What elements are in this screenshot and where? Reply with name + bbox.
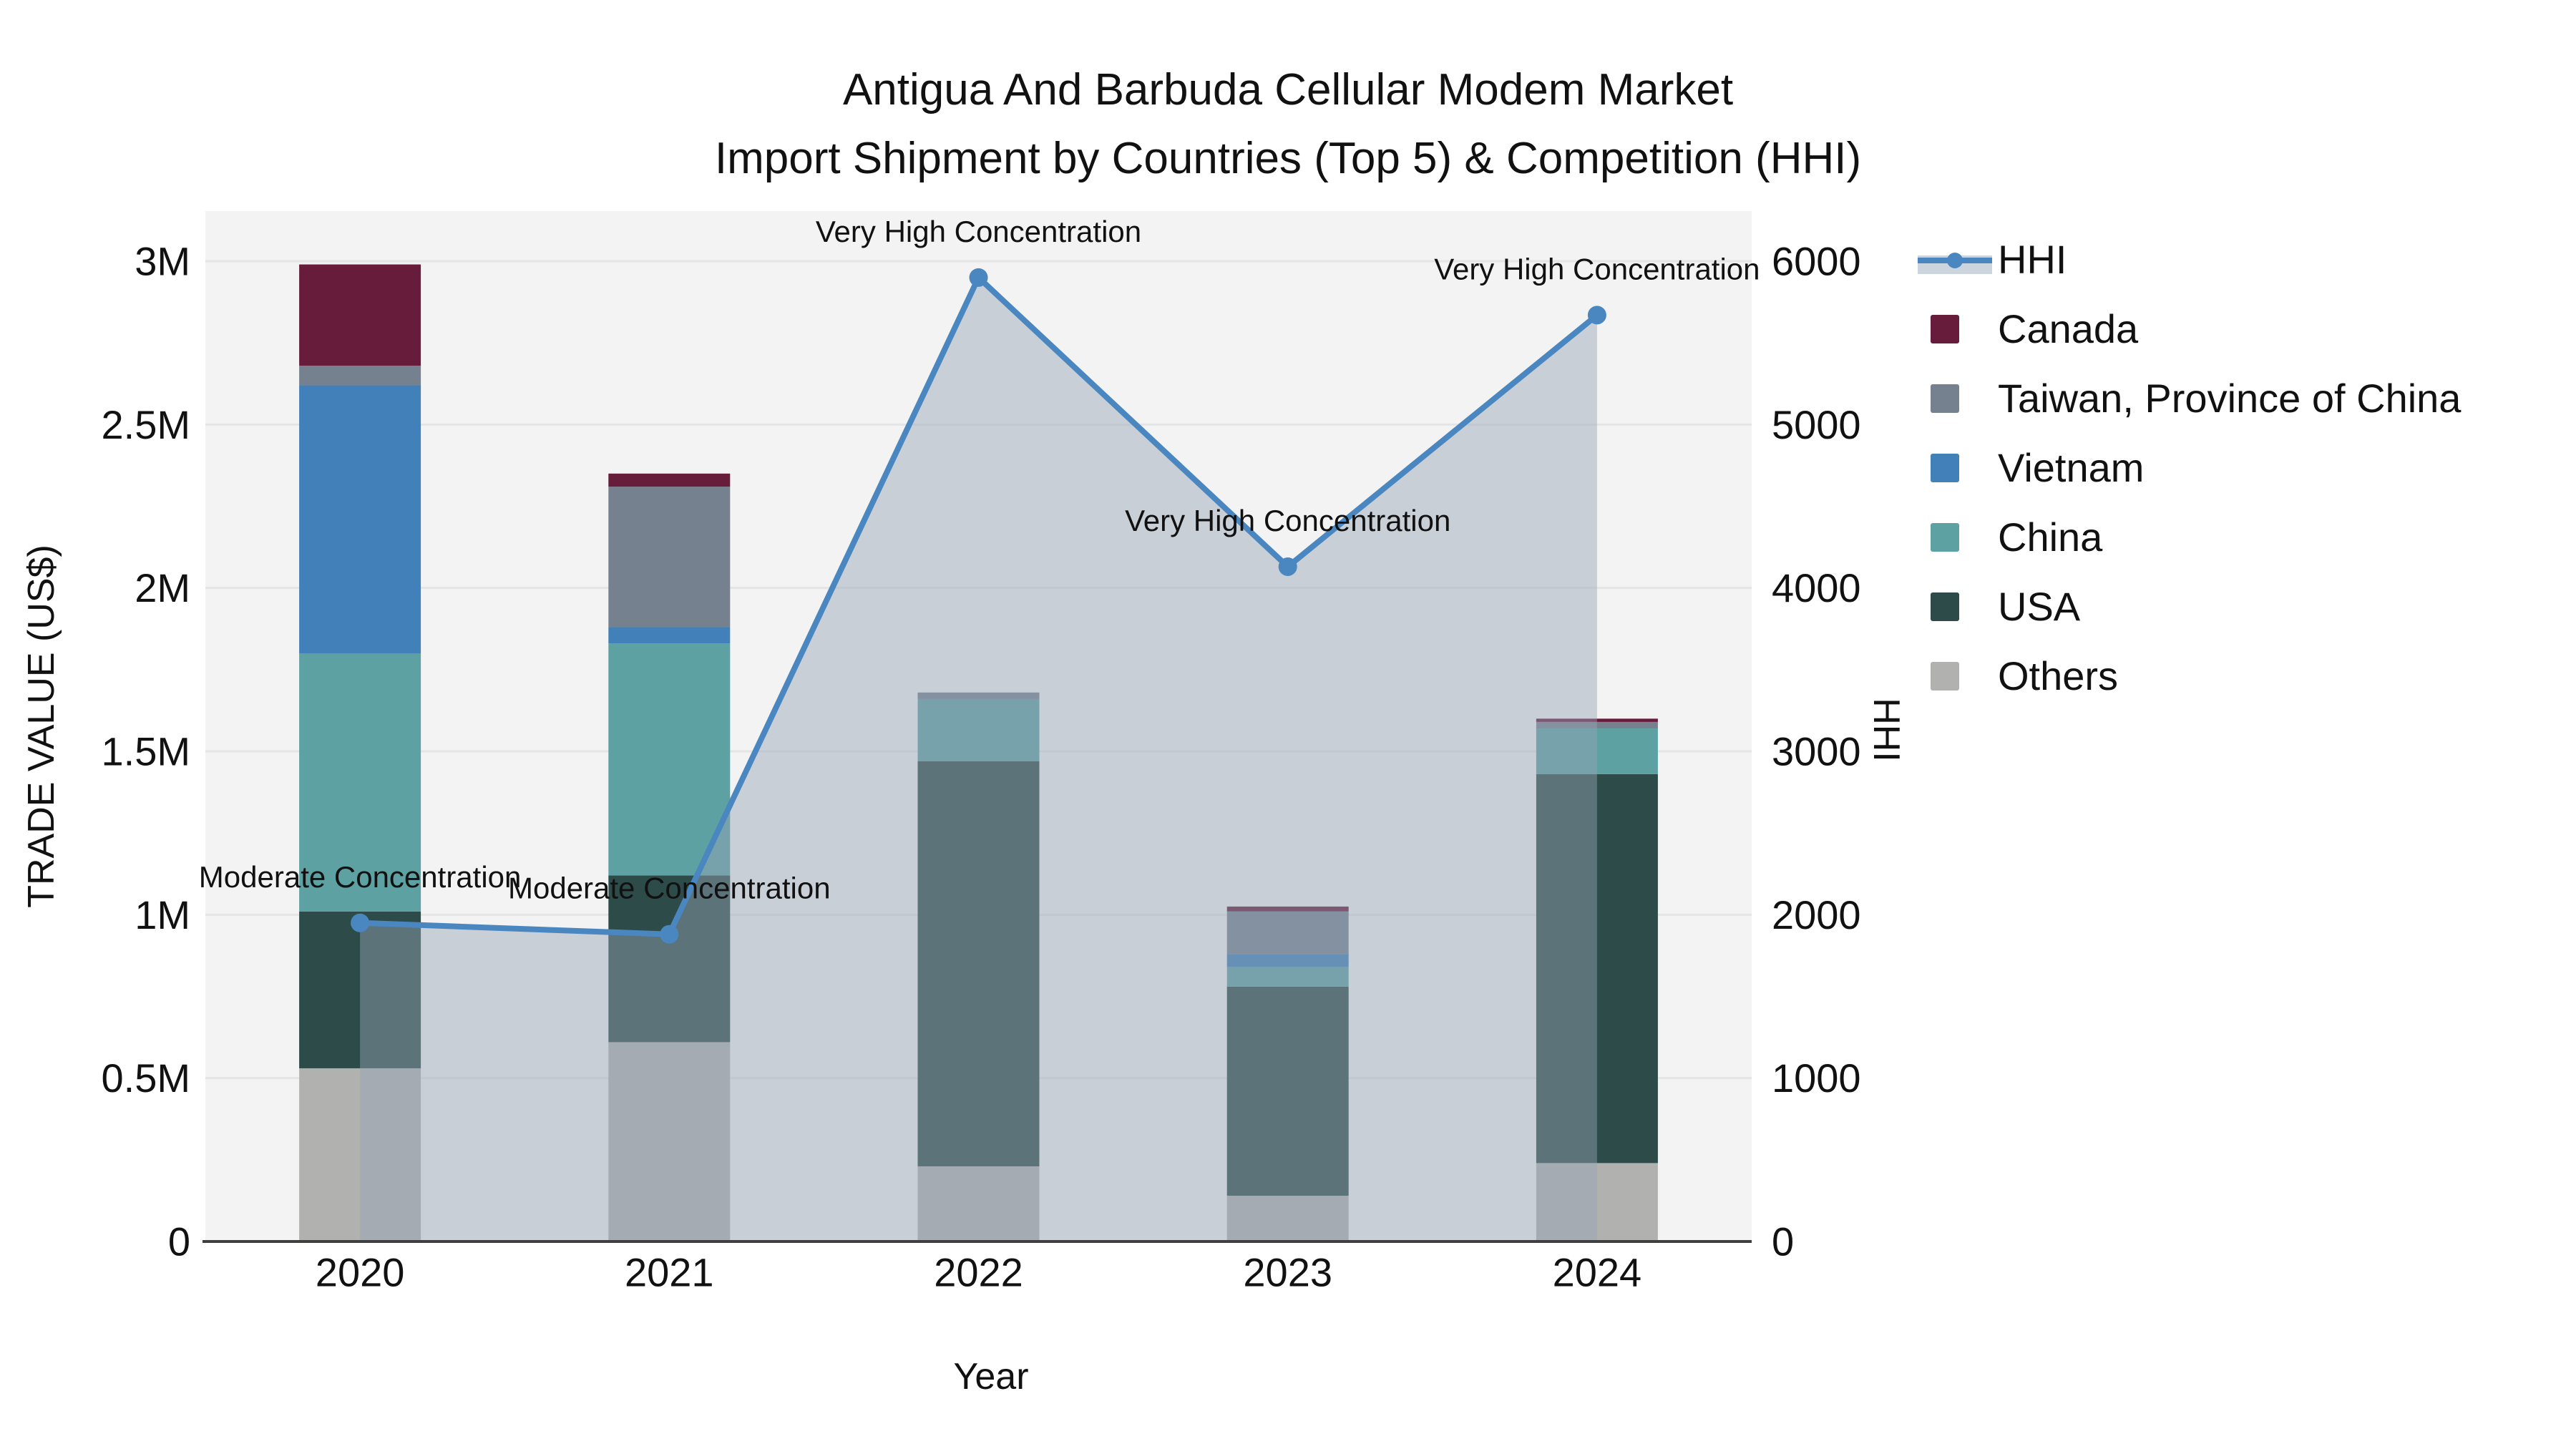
legend: HHI Canada Taiwan, Province of China Vie… — [1918, 225, 2461, 711]
legend-label: Vietnam — [1998, 445, 2145, 490]
bar-segment-2022-others[interactable] — [917, 1166, 1040, 1241]
bar-segment-2020-others[interactable] — [299, 1068, 421, 1241]
legend-swatch — [1931, 661, 1959, 691]
bar-segment-2024-taiwan-province-of-china[interactable] — [1536, 721, 1658, 729]
hhi-marker-2022[interactable] — [969, 268, 988, 287]
y-left-tick-label: 1M — [135, 892, 190, 937]
chart-title-line1: Antigua And Barbuda Cellular Modem Marke… — [842, 65, 1734, 114]
legend-item-usa[interactable]: USA — [1918, 572, 2461, 641]
y-right-tick-label: 1000 — [1772, 1055, 1861, 1101]
bar-segment-2023-taiwan-province-of-china[interactable] — [1226, 911, 1349, 955]
annotation-2024: Very High Concentration — [1434, 252, 1760, 286]
y-right-tick-label: 4000 — [1772, 565, 1861, 610]
bar-segment-2024-usa[interactable] — [1536, 774, 1658, 1163]
swatch-icon — [1918, 516, 1992, 559]
swatch-icon — [1918, 585, 1992, 628]
annotation-2023: Very High Concentration — [1125, 504, 1450, 537]
legend-swatch — [1931, 384, 1959, 413]
y-axis-title-left: TRADE VALUE (US$) — [21, 545, 62, 908]
x-tick-label-2023: 2023 — [1243, 1250, 1332, 1295]
legend-label: HHI — [1998, 237, 2067, 282]
hhi-marker-2020[interactable] — [351, 913, 370, 932]
y-right-tick-label: 3000 — [1772, 729, 1861, 774]
hhi-marker-2023[interactable] — [1278, 557, 1297, 576]
y-left-tick-label: 1.5M — [102, 729, 191, 774]
bar-segment-2020-usa[interactable] — [299, 911, 421, 1068]
y-left-tick-label: 0.5M — [102, 1055, 191, 1101]
bar-segment-2024-china[interactable] — [1536, 728, 1658, 774]
bar-segment-2023-others[interactable] — [1226, 1196, 1349, 1241]
bar-segment-2024-others[interactable] — [1536, 1163, 1658, 1241]
swatch-icon — [1918, 447, 1992, 489]
y-right-tick-label: 0 — [1772, 1219, 1794, 1264]
bar-segment-2022-taiwan-province-of-china[interactable] — [917, 692, 1040, 699]
bar-segment-2024-canada[interactable] — [1536, 718, 1658, 722]
swatch-icon — [1918, 377, 1992, 420]
legend-item-canada[interactable]: Canada — [1918, 294, 2461, 364]
swatch-icon — [1918, 308, 1992, 351]
swatch-icon — [1918, 655, 1992, 698]
legend-item-china[interactable]: China — [1918, 502, 2461, 572]
y-left-tick-label: 3M — [135, 239, 190, 284]
hhi-marker-2021[interactable] — [660, 924, 679, 944]
legend-label: Canada — [1998, 306, 2139, 351]
hhi-area-fill — [360, 277, 1597, 1241]
y-left-tick-label: 2M — [135, 565, 190, 610]
bar-segment-2021-china[interactable] — [608, 643, 731, 876]
bar-segment-2023-vietnam[interactable] — [1226, 954, 1349, 967]
bar-segment-2020-vietnam[interactable] — [299, 385, 421, 653]
legend-label: China — [1998, 514, 2103, 560]
legend-swatch — [1931, 453, 1959, 482]
bar-segment-2020-taiwan-province-of-china[interactable] — [299, 366, 421, 386]
x-tick-label-2024: 2024 — [1553, 1250, 1642, 1295]
legend-hhi-dot — [1947, 252, 1963, 268]
legend-item-hhi[interactable]: HHI — [1918, 225, 2461, 294]
x-tick-label-2021: 2021 — [625, 1250, 714, 1295]
hhi-marker-2024[interactable] — [1587, 306, 1606, 325]
legend-label: Others — [1998, 653, 2119, 698]
bar-segment-2021-usa[interactable] — [608, 875, 731, 1043]
annotation-2020: Moderate Concentration — [199, 860, 522, 894]
bar-segment-2023-china[interactable] — [1226, 967, 1349, 987]
legend-swatch — [1931, 314, 1959, 343]
bar-segment-2021-vietnam[interactable] — [608, 627, 731, 644]
bar-segment-2022-china[interactable] — [917, 698, 1040, 761]
x-axis-title: Year — [953, 1356, 1029, 1397]
hhi-line-sample-icon — [1918, 238, 1992, 281]
legend-swatch — [1931, 522, 1959, 552]
legend-label: USA — [1998, 584, 2081, 629]
bar-segment-2020-china[interactable] — [299, 653, 421, 912]
y-left-tick-label: 2.5M — [102, 402, 191, 447]
chart-title: Antigua And Barbuda Cellular Modem Marke… — [0, 56, 2576, 193]
y-left-tick-label: 0 — [168, 1219, 190, 1264]
chart-title-line2: Import Shipment by Countries (Top 5) & C… — [714, 134, 1862, 184]
bar-segment-2023-usa[interactable] — [1226, 986, 1349, 1196]
bar-segment-2021-taiwan-province-of-china[interactable] — [608, 487, 731, 628]
annotation-2022: Very High Concentration — [816, 215, 1141, 248]
annotation-2021: Moderate Concentration — [508, 872, 831, 905]
bar-segment-2020-canada[interactable] — [299, 264, 421, 366]
y-axis-title-right: HHI — [1865, 698, 1907, 762]
y-right-tick-label: 6000 — [1772, 239, 1861, 284]
legend-item-taiwan[interactable]: Taiwan, Province of China — [1918, 364, 2461, 433]
x-tick-label-2022: 2022 — [934, 1250, 1023, 1295]
x-tick-label-2020: 2020 — [316, 1250, 405, 1295]
bar-segment-2021-canada[interactable] — [608, 473, 731, 487]
legend-label: Taiwan, Province of China — [1998, 376, 2462, 421]
y-right-tick-label: 2000 — [1772, 892, 1861, 937]
legend-item-vietnam[interactable]: Vietnam — [1918, 433, 2461, 502]
legend-swatch — [1931, 592, 1959, 621]
legend-item-others[interactable]: Others — [1918, 641, 2461, 711]
bar-segment-2021-others[interactable] — [608, 1042, 731, 1241]
y-right-tick-label: 5000 — [1772, 402, 1861, 447]
bar-segment-2022-usa[interactable] — [917, 761, 1040, 1166]
bar-segment-2023-canada[interactable] — [1226, 906, 1349, 912]
